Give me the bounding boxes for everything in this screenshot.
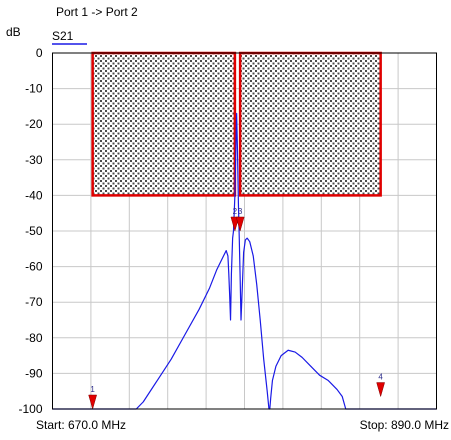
y-tick-label: -90 [25, 366, 43, 380]
plot-frame [52, 52, 437, 410]
stop-frequency-label: Stop: 890.0 MHz [360, 418, 449, 432]
limit-mask-region [238, 51, 382, 197]
y-tick-label: -70 [25, 295, 43, 309]
marker-1[interactable] [88, 394, 97, 410]
start-frequency-label: Start: 670.0 MHz [36, 418, 126, 432]
y-tick-label: -60 [25, 260, 43, 274]
marker-label: 4 [378, 373, 383, 382]
marker-label: 3 [238, 207, 243, 216]
y-tick-label: -30 [25, 153, 43, 167]
y-tick-label: -40 [25, 188, 43, 202]
trace-layer [52, 112, 437, 410]
y-tick-label: -20 [25, 117, 43, 131]
y-tick-labels: 0 -10 -20 -30 -40 -50 -60 -70 -80 -90 -100 [18, 46, 42, 416]
y-axis-label: dB [6, 25, 21, 39]
marker-label: 1 [90, 385, 95, 394]
limit-mask-region [91, 51, 237, 197]
chart-title: Port 1 -> Port 2 [56, 5, 138, 19]
y-tick-label: -10 [25, 82, 43, 96]
marker-4[interactable] [376, 382, 385, 398]
series-legend-label: S21 [52, 29, 74, 43]
marker-3[interactable] [235, 216, 245, 232]
marker-label: 2 [233, 207, 238, 216]
y-tick-label: 0 [36, 46, 43, 60]
y-tick-label: -100 [18, 402, 42, 416]
y-tick-label: -80 [25, 331, 43, 345]
marker-layer: 1 2 3 4 [88, 207, 385, 410]
y-tick-label: -50 [25, 224, 43, 238]
s21-trace [52, 112, 437, 410]
